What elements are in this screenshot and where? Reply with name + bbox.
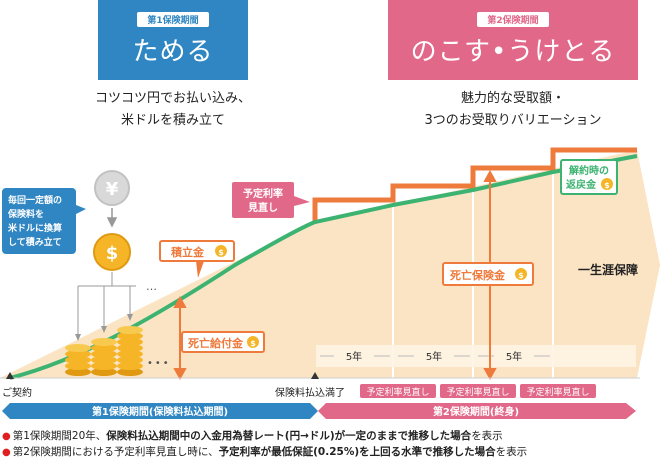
phase1-desc-line2: 米ドルを積み立て bbox=[120, 113, 225, 128]
death-payout-label bbox=[181, 331, 265, 353]
rate-review-line1: 予定利率 bbox=[243, 187, 283, 200]
period2-text: 第2保険期間(終身) bbox=[433, 405, 519, 418]
reserve-coin-icon bbox=[215, 245, 227, 257]
more-ellipsis: … bbox=[146, 280, 157, 293]
death-benefit-steps bbox=[312, 147, 637, 222]
phase2-description: 魅力的な受取額・ 3つのお受取りバリエーション bbox=[388, 88, 638, 132]
svg-text:$: $ bbox=[604, 181, 610, 190]
dollar-coin-icon bbox=[93, 233, 131, 271]
death-payout-text: 死亡給付金 bbox=[188, 336, 244, 350]
svg-text:予定利率見直し: 予定利率見直し bbox=[366, 386, 429, 398]
phase2-tag: 第2保険期間 bbox=[477, 12, 549, 27]
premium-end-label: 保険料払込満了 bbox=[275, 386, 345, 399]
footnote-2: ● 第2保険期間における予定利率見直し時に、予定利率が最低保証(0.25%)を上回… bbox=[2, 446, 528, 458]
callout-line4: して積み立て bbox=[8, 236, 62, 248]
phase1-description: コツコツ円でお払い込み、 米ドルを積み立て bbox=[60, 88, 286, 132]
bullet-icon: ● bbox=[2, 431, 11, 442]
contract-marker bbox=[6, 372, 14, 379]
interval-label-3: 5年 bbox=[506, 350, 522, 363]
phase2-header: 第2保険期間 のこす•うけとる bbox=[388, 0, 638, 80]
svg-text:$: $ bbox=[250, 339, 256, 348]
dollar-symbol: $ bbox=[106, 243, 119, 264]
phase2-desc-line1: 魅力的な受取額・ bbox=[460, 91, 565, 106]
distribution-lines bbox=[77, 272, 136, 338]
coin-dots: ••• bbox=[147, 358, 171, 369]
premium-callout bbox=[2, 188, 76, 254]
period1-bar bbox=[2, 403, 318, 419]
death-benefit-coin-icon bbox=[515, 268, 527, 280]
lifetime-coverage-text: 一生涯保障 bbox=[578, 262, 638, 277]
interval-band bbox=[316, 345, 636, 367]
rate-review-tag-1 bbox=[360, 384, 436, 398]
coin-stack-3 bbox=[117, 326, 143, 376]
svg-text:$: $ bbox=[218, 248, 224, 257]
death-payout-coin-icon bbox=[247, 336, 259, 348]
premium-end-marker bbox=[311, 372, 319, 379]
phase2-desc-line2: 3つのお受取りバリエーション bbox=[424, 113, 602, 128]
interval-label-1: 5年 bbox=[346, 350, 362, 363]
svg-text:予定利率見直し: 予定利率見直し bbox=[526, 386, 589, 398]
footnote-1: ● 第1保険期間20年、保険料払込期間中の入金用為替レート(円→ドル)が一定のまま… bbox=[2, 430, 503, 442]
death-benefit-label bbox=[442, 262, 534, 286]
phase1-tag: 第1保険期間 bbox=[137, 12, 209, 27]
contract-label: ご契約 bbox=[2, 386, 32, 399]
rate-review-tag-3 bbox=[520, 384, 596, 398]
period1-text: 第1保険期間(保険料払込期間) bbox=[92, 405, 228, 418]
rate-review-callout bbox=[232, 182, 294, 218]
rate-review-line2: 見直し bbox=[247, 201, 278, 214]
phase1-header: 第1保険期間 ためる bbox=[98, 0, 248, 80]
coin-stack-2 bbox=[91, 338, 117, 376]
callout-line3: 米ドルに換算 bbox=[7, 222, 62, 234]
callout-line1: 毎回一定額の bbox=[8, 194, 62, 206]
yen-symbol: ¥ bbox=[106, 179, 119, 200]
surrender-line2: 返戻金 bbox=[566, 178, 597, 191]
bullet-icon: ● bbox=[2, 447, 11, 458]
coin-stack-1 bbox=[65, 344, 91, 376]
yen-coin-icon bbox=[94, 170, 130, 206]
svg-text:予定利率見直し: 予定利率見直し bbox=[446, 386, 509, 398]
svg-text:$: $ bbox=[518, 271, 524, 280]
phase2-title: のこす•うけとる bbox=[410, 37, 616, 67]
surrender-line1: 解約時の bbox=[569, 164, 609, 177]
phase1-title: ためる bbox=[132, 37, 214, 67]
interval-label-2: 5年 bbox=[426, 350, 442, 363]
callout-line2: 保険料を bbox=[7, 208, 44, 220]
period2-bar bbox=[318, 403, 636, 419]
phase1-desc-line1: コツコツ円でお払い込み、 bbox=[94, 91, 251, 106]
reserve-label-text: 積立金 bbox=[170, 245, 205, 259]
rate-review-tag-2 bbox=[440, 384, 516, 398]
surrender-coin-icon bbox=[601, 178, 613, 190]
death-benefit-text: 死亡保険金 bbox=[450, 268, 506, 282]
